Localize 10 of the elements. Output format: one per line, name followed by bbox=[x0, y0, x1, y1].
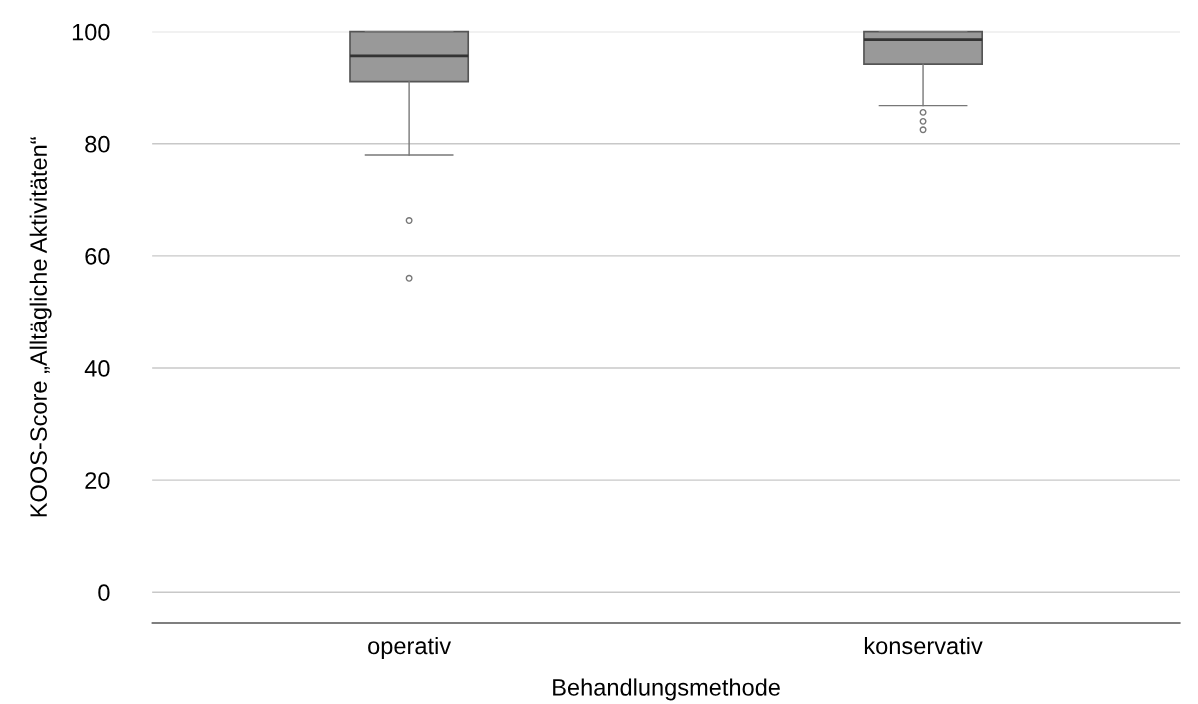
x-axis-title: Behandlungsmethode bbox=[553, 678, 780, 701]
y-axis-title: KOOS-Score „Alltägliche Aktivitäten“ bbox=[29, 137, 52, 517]
x-tick-label: operativ bbox=[368, 636, 452, 659]
y-tick-label: 60 bbox=[85, 247, 110, 265]
y-tick-label: 0 bbox=[98, 584, 110, 601]
x-tick-label: konservativ bbox=[864, 636, 983, 655]
y-tick-label: 100 bbox=[72, 23, 110, 41]
y-tick-label: 40 bbox=[84, 360, 110, 377]
y-tick-label: 80 bbox=[85, 135, 110, 153]
y-tick-label: 20 bbox=[85, 472, 110, 489]
